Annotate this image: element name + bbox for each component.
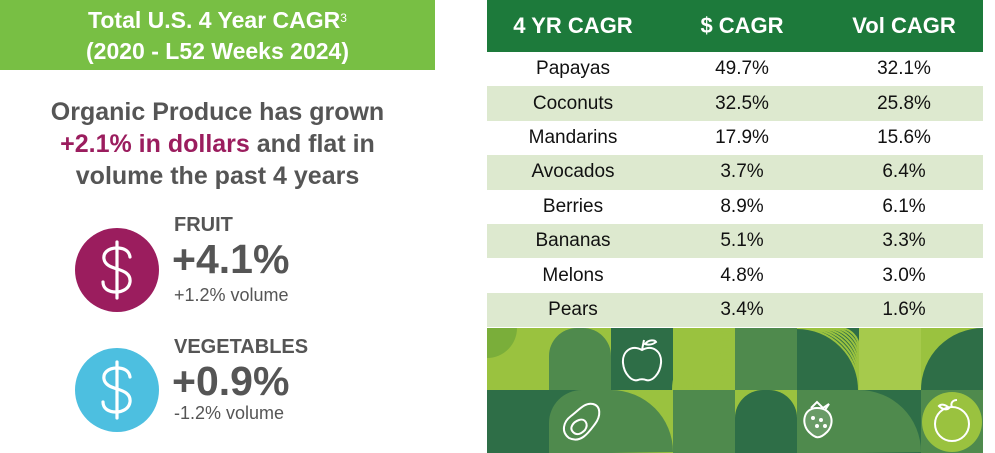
row-vol-cagr: 32.1% (877, 58, 931, 80)
row-vol-cagr: 3.0% (882, 264, 926, 286)
title-line-1: Total U.S. 4 Year CAGR3 (88, 7, 347, 33)
headline-line-1: Organic Produce has grown (50, 98, 385, 126)
headline: Organic Produce has grown +2.1% in dolla… (0, 96, 435, 192)
row-item: Melons (542, 264, 604, 286)
table-row: Papayas 49.7% 32.1% (487, 52, 983, 87)
row-vol-cagr: 6.1% (882, 195, 926, 217)
column-header-item: 4 YR CAGR (513, 13, 633, 38)
table-row: Coconuts 32.5% 25.8% (487, 86, 983, 121)
table-row: Mandarins 17.9% 15.6% (487, 120, 983, 156)
apple-icon (621, 339, 663, 382)
avocado-icon (563, 402, 601, 441)
fruit-label: FRUIT (174, 214, 233, 236)
headline-accent: +2.1% in dollars (60, 130, 250, 158)
row-dollar-cagr: 32.5% (715, 92, 769, 114)
produce-mosaic (487, 328, 983, 453)
row-item: Coconuts (532, 92, 614, 114)
row-item: Avocados (531, 161, 615, 183)
row-vol-cagr: 6.4% (882, 161, 926, 183)
strawberry-icon (803, 400, 833, 439)
headline-line-2: +2.1% in dollars and flat in (60, 130, 375, 158)
dollar-icon (75, 348, 159, 432)
row-item: Berries (542, 195, 604, 217)
row-dollar-cagr: 49.7% (715, 58, 769, 80)
table-header: 4 YR CAGR $ CAGR Vol CAGR (487, 0, 983, 52)
row-dollar-cagr: 3.4% (720, 298, 764, 320)
row-dollar-cagr: 17.9% (715, 126, 769, 148)
vegetables-dollar-growth: +0.9% (172, 358, 290, 404)
row-item: Pears (548, 298, 598, 320)
table-row: Avocados 3.7% 6.4% (487, 155, 983, 190)
dollar-icon (75, 228, 159, 312)
fruit-dollar-growth: +4.1% (172, 236, 290, 282)
row-dollar-cagr: 8.9% (720, 195, 764, 217)
row-dollar-cagr: 4.8% (720, 264, 764, 286)
vegetables-volume-growth: -1.2% volume (174, 403, 285, 423)
column-header-dollar-cagr: $ CAGR (700, 13, 784, 38)
row-vol-cagr: 15.6% (877, 126, 931, 148)
row-item: Mandarins (528, 126, 618, 148)
fruit-volume-growth: +1.2% volume (174, 285, 289, 305)
orange-icon (934, 399, 970, 442)
cagr-table: 4 YR CAGR $ CAGR Vol CAGR Papayas 49.7% … (487, 0, 983, 328)
table-row: Berries 8.9% 6.1% (487, 189, 983, 224)
row-dollar-cagr: 3.7% (720, 161, 764, 183)
row-item: Bananas (535, 230, 611, 252)
title-line-2: (2020 - L52 Weeks 2024) (86, 38, 349, 64)
column-header-vol-cagr: Vol CAGR (852, 13, 956, 38)
table-row: Melons 4.8% 3.0% (487, 258, 983, 293)
vegetables-label: VEGETABLES (174, 336, 309, 358)
row-dollar-cagr: 5.1% (720, 230, 764, 252)
title-banner: Total U.S. 4 Year CAGR3 (2020 - L52 Week… (0, 0, 435, 70)
headline-line-3: volume the past 4 years (75, 162, 360, 190)
row-item: Papayas (536, 58, 610, 80)
table-row: Pears 3.4% 1.6% (487, 292, 983, 328)
row-vol-cagr: 3.3% (882, 230, 926, 252)
row-vol-cagr: 1.6% (882, 298, 926, 320)
row-vol-cagr: 25.8% (877, 92, 931, 114)
table-row: Bananas 5.1% 3.3% (487, 223, 983, 259)
produce-pattern (487, 328, 983, 453)
